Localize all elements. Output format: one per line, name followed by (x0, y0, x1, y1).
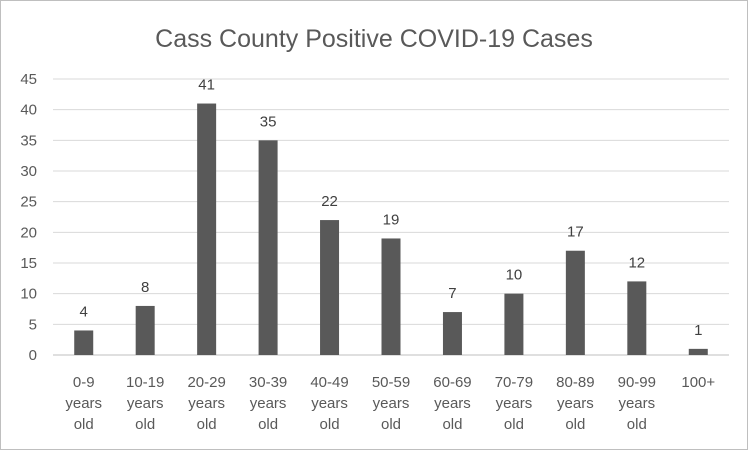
bar (258, 140, 278, 355)
x-tick-label: 20-29 years old (187, 374, 225, 433)
data-label: 17 (567, 224, 584, 241)
x-tick-label: 40-49 years old (310, 374, 348, 433)
data-label: 1 (694, 322, 702, 339)
bar (197, 103, 217, 356)
data-label: 12 (628, 254, 645, 271)
data-label: 4 (80, 303, 88, 320)
bar (320, 220, 340, 355)
bar (504, 293, 524, 355)
bar (74, 330, 94, 355)
y-tick-label: 15 (20, 255, 37, 272)
bar (627, 281, 647, 355)
x-tick-label: 100+ (681, 374, 715, 391)
y-tick-label: 35 (20, 132, 37, 149)
data-label: 10 (506, 267, 523, 284)
bar (135, 305, 155, 355)
data-label: 35 (260, 113, 277, 130)
y-tick-label: 0 (29, 347, 37, 364)
y-tick-label: 10 (20, 286, 37, 303)
y-tick-label: 25 (20, 194, 37, 211)
y-tick-label: 45 (20, 71, 37, 88)
data-labels: 4 8 41 35 22 19 7 10 17 12 1 (80, 77, 703, 339)
data-label: 8 (141, 279, 149, 296)
data-label: 7 (448, 285, 456, 302)
x-tick-label: 80-89 years old (556, 374, 594, 433)
x-axis-ticks: 0-9 years old 10-19 years old 20-29 years old 30-… (65, 374, 715, 433)
y-tick-label: 5 (29, 316, 37, 333)
bar (442, 312, 462, 355)
y-tick-label: 30 (20, 163, 37, 180)
x-tick-label: 10-19 years old (126, 374, 164, 433)
data-label: 41 (198, 77, 215, 94)
x-tick-label: 30-39 years old (249, 374, 287, 433)
bars (74, 103, 708, 356)
chart-title: Cass County Positive COVID-19 Cases (155, 25, 593, 53)
y-tick-label: 20 (20, 224, 37, 241)
y-axis-ticks: 0 5 10 15 20 25 30 35 40 45 (20, 71, 37, 364)
x-tick-label: 70-79 years old (495, 374, 533, 433)
x-tick-label: 60-69 years old (433, 374, 471, 433)
bar (381, 238, 401, 355)
data-label: 22 (321, 193, 338, 210)
x-tick-label: 90-99 years old (618, 374, 656, 433)
bar (688, 348, 708, 355)
gridlines (53, 78, 729, 356)
x-tick-label: 0-9 years old (65, 374, 102, 433)
data-label: 19 (383, 211, 400, 228)
x-tick-label: 50-59 years old (372, 374, 410, 433)
bar (565, 250, 585, 355)
y-tick-label: 40 (20, 102, 37, 119)
